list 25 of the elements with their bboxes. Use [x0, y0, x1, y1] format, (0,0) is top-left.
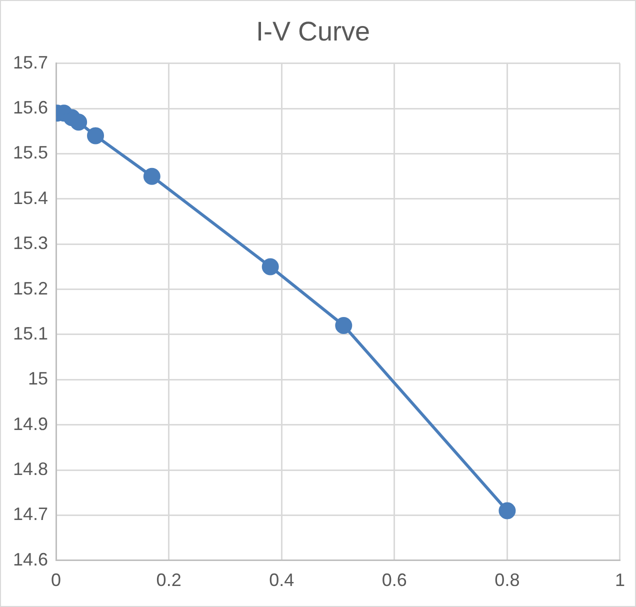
x-tick-label: 0.4 [269, 570, 294, 590]
point [335, 316, 352, 334]
y-tick-label: 15.7 [12, 52, 48, 72]
point [87, 127, 104, 144]
y-tick-label: 14.8 [12, 459, 48, 480]
y-tick-label: 15.6 [12, 98, 48, 118]
y-tick-label: 15.2 [12, 278, 48, 298]
point [498, 502, 516, 520]
y-tick-label: 15.3 [12, 233, 48, 254]
point [262, 258, 279, 276]
y-tick-label: 14.9 [12, 414, 48, 434]
point [143, 168, 160, 185]
y-tick-label: 15.5 [12, 142, 48, 163]
x-tick-label: 0.6 [382, 570, 407, 590]
x-tick-label: 1 [614, 570, 625, 590]
y-tick-label: 15.1 [12, 323, 48, 344]
y-tick-label: 14.6 [12, 549, 48, 570]
y-tick-label: 14.7 [12, 504, 48, 524]
y-tick-label: 15 [28, 368, 48, 389]
x-tick-label: 0.2 [156, 570, 182, 590]
x-tick-label: 0.8 [494, 570, 520, 590]
point [70, 114, 88, 131]
chart-title: I-V Curve [256, 16, 370, 47]
y-tick-label: 15.4 [12, 188, 48, 208]
x-tick-label: 0 [51, 570, 62, 590]
